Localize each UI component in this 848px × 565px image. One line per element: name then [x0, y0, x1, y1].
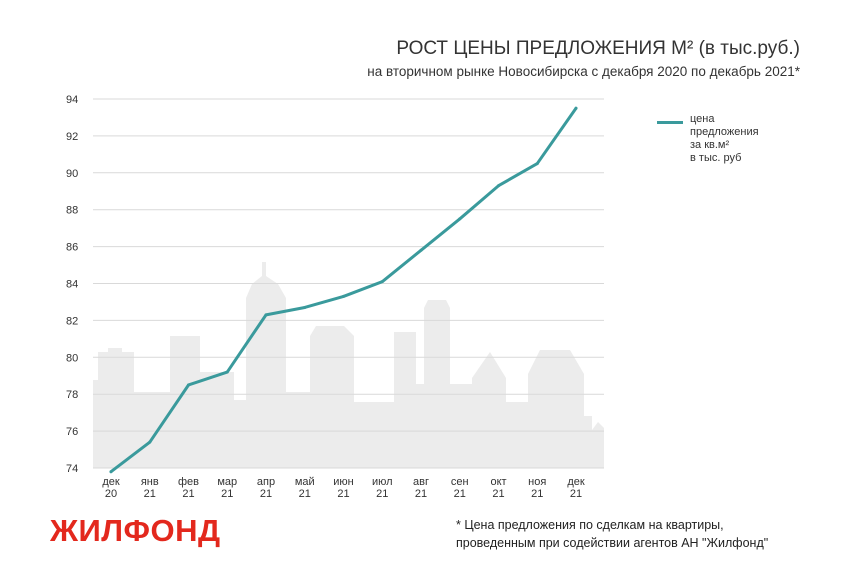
brand-logo: ЖИЛФОНД: [50, 513, 221, 548]
chart-title: РОСТ ЦЕНЫ ПРЕДЛОЖЕНИЯ М² (в тыс.руб.): [396, 38, 800, 59]
data-point: [380, 280, 384, 284]
y-tick-label: 80: [66, 352, 78, 364]
y-tick-label: 94: [66, 94, 78, 106]
x-tick-month: окт: [490, 476, 506, 488]
data-point: [535, 162, 539, 166]
x-tick-month: авг: [413, 476, 429, 488]
x-tick-month: ноя: [528, 476, 546, 488]
x-tick-year: 21: [144, 488, 156, 500]
x-tick-year: 21: [260, 488, 272, 500]
x-tick-year: 21: [182, 488, 194, 500]
x-tick-month: май: [295, 476, 315, 488]
y-tick-label: 90: [66, 168, 78, 180]
y-tick-label: 74: [66, 463, 78, 475]
data-point: [303, 305, 307, 309]
y-tick-label: 92: [66, 131, 78, 143]
x-tick-year: 20: [105, 488, 117, 500]
x-tick-month: фев: [178, 476, 199, 488]
x-tick-month: мар: [217, 476, 237, 488]
x-tick-month: дек: [567, 476, 585, 488]
data-point: [109, 470, 113, 474]
legend-line-2: предложения: [690, 126, 759, 138]
x-tick-month: сен: [451, 476, 469, 488]
series-layer: [109, 106, 578, 474]
y-tick-label: 82: [66, 315, 78, 327]
data-point: [497, 184, 500, 188]
x-tick-month: апр: [257, 476, 275, 488]
skyline-background: [93, 262, 604, 468]
data-point: [148, 440, 152, 444]
x-tick-year: 21: [492, 488, 504, 500]
x-tick-month: июл: [372, 476, 393, 488]
y-tick-label: 76: [66, 426, 78, 438]
footnote-line-1: * Цена предложения по сделкам на квартир…: [456, 518, 724, 532]
x-axis: дек20янв21фев21мар21апр21май21июн21июл21…: [102, 476, 585, 500]
footnote: * Цена предложения по сделкам на квартир…: [456, 516, 768, 552]
x-tick-year: 21: [570, 488, 582, 500]
data-point: [342, 294, 345, 298]
chart-subtitle: на вторичном рынке Новосибирска с декабр…: [367, 64, 800, 79]
footnote-line-2: проведенным при содействии агентов АН "Ж…: [456, 536, 769, 550]
x-tick-year: 21: [337, 488, 349, 500]
x-tick-month: янв: [141, 476, 159, 488]
y-axis: 74 76 78 80 82 84 86 88 90 92 94: [66, 94, 78, 475]
y-tick-label: 88: [66, 205, 78, 217]
legend-label: цена предложения за кв.м² в тыс. руб: [690, 113, 800, 165]
legend-line-4: в тыс. руб: [690, 152, 742, 164]
data-point: [458, 217, 462, 221]
data-point: [225, 370, 229, 374]
data-point: [187, 383, 190, 387]
x-tick-year: 21: [376, 488, 388, 500]
legend-line-1: цена: [690, 113, 715, 125]
data-point: [264, 313, 268, 317]
data-point: [574, 106, 578, 110]
x-tick-year: 21: [531, 488, 543, 500]
data-point: [419, 248, 423, 252]
y-tick-label: 78: [66, 389, 78, 401]
legend-line-3: за кв.м²: [690, 139, 730, 151]
legend-line-swatch: [657, 121, 683, 124]
x-tick-year: 21: [221, 488, 233, 500]
x-tick-year: 21: [415, 488, 427, 500]
x-tick-month: дек: [102, 476, 120, 488]
y-tick-label: 86: [66, 242, 78, 254]
x-tick-year: 21: [299, 488, 311, 500]
x-tick-month: июн: [333, 476, 353, 488]
x-tick-year: 21: [454, 488, 466, 500]
y-tick-label: 84: [66, 279, 78, 291]
